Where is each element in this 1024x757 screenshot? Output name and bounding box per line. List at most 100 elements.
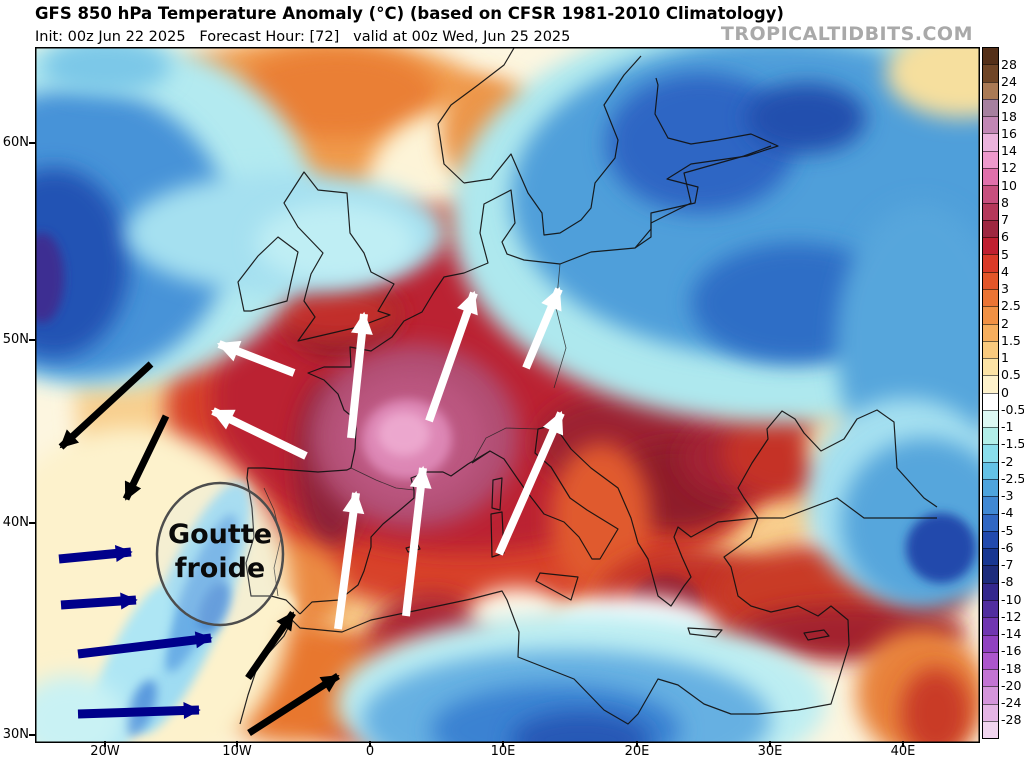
lon-tick-mark bbox=[902, 741, 904, 747]
cold-drop-label-line2: froide bbox=[175, 553, 266, 584]
navy-flow-arrow bbox=[77, 631, 213, 659]
lon-tick-label: 20W bbox=[90, 744, 120, 757]
lon-tick-mark bbox=[502, 741, 504, 747]
lat-tick-label: 60N bbox=[2, 135, 29, 150]
colorbar-tick-label: 14 bbox=[1001, 143, 1017, 158]
cold-drop-annotation: Goutte froide bbox=[155, 481, 285, 627]
colorbar-band bbox=[983, 548, 998, 566]
colorbar-tick-label: -2 bbox=[1001, 453, 1014, 469]
colorbar-band bbox=[983, 288, 998, 307]
lon-tick-mark bbox=[636, 741, 638, 747]
map-frame: Goutte froide bbox=[35, 47, 980, 743]
colorbar-tick-label: -6 bbox=[1001, 539, 1014, 555]
colorbar-tick-label: -7 bbox=[1001, 557, 1014, 572]
colorbar-tick-label: 20 bbox=[1001, 91, 1017, 107]
lat-tick-mark bbox=[29, 522, 35, 524]
colorbar-tick-label: -3 bbox=[1001, 488, 1014, 503]
white-flow-arrow bbox=[522, 286, 563, 370]
colorbar-band bbox=[983, 48, 998, 65]
black-flow-arrow bbox=[122, 414, 170, 501]
page-title: GFS 850 hPa Temperature Anomaly (°C) (ba… bbox=[35, 4, 784, 23]
colorbar-band bbox=[983, 444, 998, 462]
colorbar-tick-label: 18 bbox=[1001, 108, 1017, 124]
colorbar-tick-label: 24 bbox=[1001, 74, 1017, 89]
colorbar-band bbox=[983, 202, 998, 220]
colorbar-tick-label: 10 bbox=[1001, 177, 1017, 193]
black-flow-arrow bbox=[247, 673, 340, 736]
colorbar-band bbox=[983, 651, 998, 670]
colorbar-tick-label: 2 bbox=[1001, 315, 1009, 331]
colorbar-labels: 28 24 20 18 16 14 12 10 8 7 6 5 4 3 2.5 2 1.5 1 0.5 0 -0.5 -1… bbox=[1001, 47, 1024, 737]
colorbar-band bbox=[983, 237, 998, 255]
colorbar-band bbox=[983, 617, 998, 635]
colorbar-tick-label: -8 bbox=[1001, 574, 1014, 590]
colorbar-band bbox=[983, 479, 998, 497]
arrow-layer bbox=[58, 286, 565, 736]
colorbar-tick-label: 1 bbox=[1001, 350, 1009, 365]
lon-tick-label: 0 bbox=[365, 744, 375, 757]
model-run-info: Init: 00z Jun 22 2025 Forecast Hour: [72… bbox=[35, 29, 571, 45]
colorbar-band bbox=[983, 669, 998, 687]
cold-drop-label-line1: Goutte bbox=[168, 519, 272, 550]
colorbar-tick-label: 6 bbox=[1001, 229, 1009, 245]
white-flow-arrow bbox=[334, 490, 365, 630]
colorbar-band bbox=[983, 513, 998, 531]
colorbar-tick-label: -14 bbox=[1001, 626, 1022, 641]
white-flow-arrow bbox=[211, 407, 308, 460]
colorbar-tick-label: -24 bbox=[1001, 695, 1022, 710]
navy-flow-arrow bbox=[77, 702, 201, 720]
colorbar-band bbox=[983, 375, 998, 393]
colorbar-tick-label: 0.5 bbox=[1001, 367, 1021, 383]
colorbar-band bbox=[983, 582, 998, 600]
white-flow-arrow bbox=[425, 290, 478, 423]
colorbar-band bbox=[983, 340, 998, 359]
colorbar-band bbox=[983, 703, 998, 721]
colorbar-tick-label: -5 bbox=[1001, 522, 1014, 538]
lon-tick-label: 10E bbox=[490, 744, 516, 757]
lon-tick-mark bbox=[104, 741, 106, 747]
colorbar-tick-label: -16 bbox=[1001, 643, 1022, 659]
colorbar-tick-label: -20 bbox=[1001, 677, 1022, 693]
colorbar-tick-label: -18 bbox=[1001, 660, 1022, 676]
colorbar-tick-label: 16 bbox=[1001, 125, 1017, 141]
lat-tick-label: 40N bbox=[2, 515, 29, 530]
colorbar-tick-label: 28 bbox=[1001, 56, 1017, 72]
black-flow-arrow bbox=[245, 611, 296, 680]
white-flow-arrow bbox=[402, 465, 432, 617]
lon-tick-label: 20E bbox=[624, 744, 650, 757]
colorbar-band bbox=[983, 64, 998, 82]
navy-flow-arrow bbox=[60, 592, 138, 610]
colorbar-band bbox=[983, 496, 998, 514]
colorbar-band bbox=[983, 530, 998, 549]
lon-tick-label: 30E bbox=[757, 744, 783, 757]
colorbar-tick-label: 0 bbox=[1001, 384, 1009, 400]
colorbar-tick-label: -4 bbox=[1001, 505, 1014, 521]
lat-tick-mark bbox=[29, 339, 35, 341]
colorbar-tick-label: -1 bbox=[1001, 419, 1014, 434]
colorbar-tick-label: 12 bbox=[1001, 160, 1017, 176]
colorbar-band bbox=[983, 409, 998, 428]
colorbar-tick-label: -0.5 bbox=[1001, 401, 1024, 417]
colorbar-band bbox=[983, 271, 998, 289]
lat-tick-label: 30N bbox=[2, 727, 29, 742]
lat-tick-label: 50N bbox=[2, 332, 29, 347]
lon-tick-mark bbox=[369, 741, 371, 747]
map-art: Goutte froide bbox=[36, 48, 979, 742]
colorbar-tick-label: 7 bbox=[1001, 212, 1009, 227]
lon-tick-label: 10W bbox=[222, 744, 252, 757]
colorbar-tick-label: 1.5 bbox=[1001, 332, 1021, 348]
colorbar-tick-label: 5 bbox=[1001, 246, 1009, 262]
colorbar-tick-label: 3 bbox=[1001, 281, 1009, 296]
colorbar-tick-label: 2.5 bbox=[1001, 298, 1021, 314]
white-flow-arrow bbox=[495, 410, 565, 556]
colorbar-band bbox=[983, 392, 998, 410]
colorbar-band bbox=[983, 358, 998, 376]
site-watermark: TROPICALTIDBITS.COM bbox=[720, 23, 973, 45]
lat-tick-mark bbox=[29, 142, 35, 144]
colorbar-band bbox=[983, 167, 998, 186]
colorbar-band bbox=[983, 427, 998, 445]
colorbar-band bbox=[983, 600, 998, 618]
colorbar-tick-label: -1.5 bbox=[1001, 436, 1024, 452]
lat-tick-mark bbox=[29, 734, 35, 736]
